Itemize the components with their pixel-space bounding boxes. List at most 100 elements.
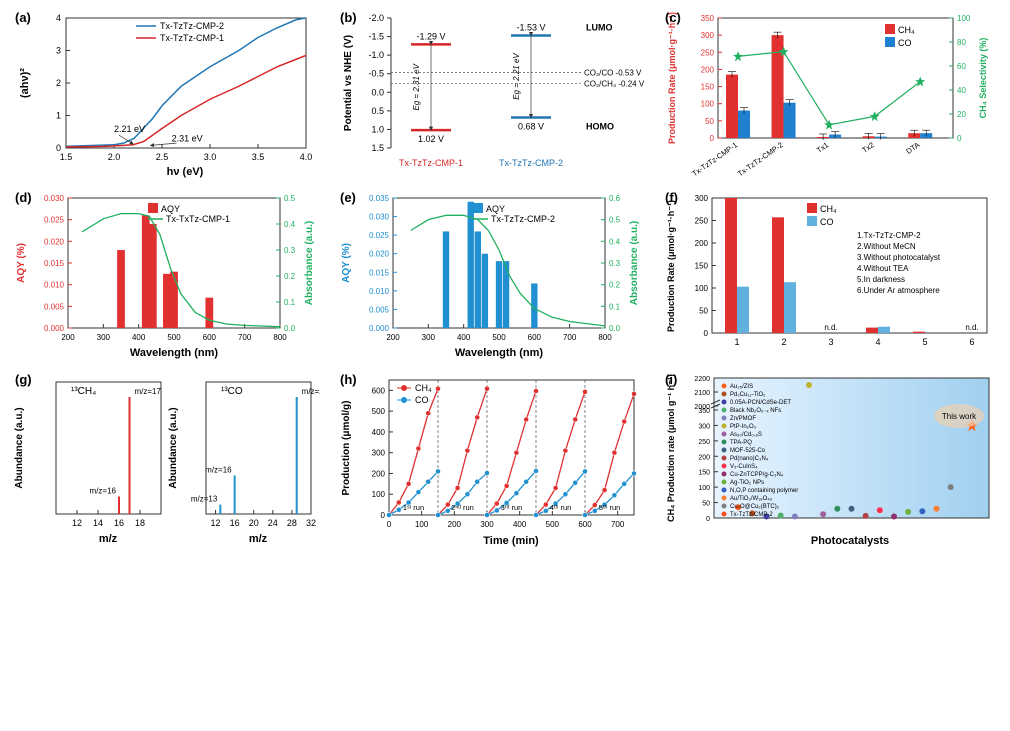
svg-text:2.31 eV: 2.31 eV [172,134,203,144]
svg-text:50: 50 [699,307,708,316]
svg-text:TPA-PQ: TPA-PQ [730,440,752,446]
svg-text:Production Rate (μmol·g⁻¹·h⁻¹): Production Rate (μmol·g⁻¹·h⁻¹) [667,12,677,144]
svg-text:PtP-In₂O₃: PtP-In₂O₃ [730,424,757,430]
svg-text:3.5: 3.5 [252,152,265,162]
svg-text:0.005: 0.005 [369,305,390,314]
svg-text:3.Without photocatalyst: 3.Without photocatalyst [857,253,941,262]
svg-text:m/z=16: m/z=16 [90,486,117,495]
svg-text:300: 300 [422,333,436,342]
svg-text:1: 1 [56,111,61,121]
svg-text:Production (μmol/g): Production (μmol/g) [341,401,352,496]
svg-text:6: 6 [969,337,974,347]
svg-text:1.Tx-TzTz-CMP-2: 1.Tx-TzTz-CMP-2 [857,231,921,240]
svg-text:2: 2 [56,78,61,88]
svg-text:0.3: 0.3 [284,246,296,255]
svg-text:200: 200 [386,333,400,342]
svg-text:0.2: 0.2 [609,281,621,290]
svg-text:50: 50 [702,501,710,508]
svg-text:700: 700 [563,333,577,342]
svg-text:250: 250 [701,48,715,57]
svg-text:Eg = 2.31 eV: Eg = 2.31 eV [412,63,421,110]
svg-text:0.0: 0.0 [371,87,384,97]
svg-text:0.030: 0.030 [44,194,65,203]
svg-text:AQY: AQY [486,204,505,214]
panel-letter-h: (h) [340,372,357,387]
svg-text:Tx-TzTz-CMP-2: Tx-TzTz-CMP-2 [730,512,773,518]
svg-text:100: 100 [372,490,386,499]
svg-text:AQY (%): AQY (%) [16,243,27,283]
svg-text:N,O,P containing polymer: N,O,P containing polymer [730,488,798,494]
svg-text:700: 700 [611,520,625,529]
svg-text:0.015: 0.015 [44,259,65,268]
svg-text:1: 1 [734,337,739,347]
svg-text:400: 400 [132,333,146,342]
svg-text:Abundance (a.u.): Abundance (a.u.) [168,407,179,488]
svg-text:100: 100 [698,485,710,492]
svg-text:0.025: 0.025 [44,216,65,225]
panel-d: (d) 0.0000.0050.0100.0150.0200.0250.0300… [10,188,320,360]
panel-letter-g: (g) [15,372,32,387]
svg-text:2100: 2100 [694,390,710,397]
svg-text:Tx1: Tx1 [815,140,830,155]
svg-text:3ʳᵈ run: 3ʳᵈ run [501,503,523,512]
svg-text:Tx-TzTz-CMP-1: Tx-TzTz-CMP-1 [690,140,739,178]
svg-text:2000: 2000 [694,404,710,411]
svg-text:60: 60 [957,62,966,71]
svg-text:Au/TiO₂/W₁₈O₄₉: Au/TiO₂/W₁₈O₄₉ [730,496,773,502]
svg-text:28: 28 [287,518,297,528]
svg-text:500: 500 [167,333,181,342]
svg-text:5.In darkness: 5.In darkness [857,275,905,284]
svg-text:200: 200 [448,520,462,529]
svg-text:Tx-TzTz-CMP-2: Tx-TzTz-CMP-2 [160,21,224,31]
svg-text:Pd₂Cu₁₂-TiO₂: Pd₂Cu₁₂-TiO₂ [730,392,766,398]
svg-text:m/z=29: m/z=29 [302,387,320,396]
panel-b: (b) -2.0-1.5-1.0-0.50.00.51.01.5 -1.29 V… [335,8,645,178]
svg-text:2200: 2200 [694,376,710,383]
svg-text:CH₄: CH₄ [415,383,432,393]
svg-text:0.1: 0.1 [609,302,621,311]
panel-f: (f) 050100150200250300123456 n.d.n.d. CH… [660,188,1000,360]
svg-text:50: 50 [705,117,714,126]
svg-text:Cu₂O@Cu₂(BTC)₂: Cu₂O@Cu₂(BTC)₂ [730,504,780,510]
svg-text:0.010: 0.010 [44,281,65,290]
svg-text:CO₂/CH₄ -0.24 V: CO₂/CH₄ -0.24 V [584,79,645,88]
svg-text:Zn/PMOF: Zn/PMOF [730,416,756,422]
svg-text:2.5: 2.5 [156,152,169,162]
svg-text:600: 600 [528,333,542,342]
svg-text:6.Under Ar atmosphere: 6.Under Ar atmosphere [857,286,940,295]
svg-text:1ˢᵗ run: 1ˢᵗ run [403,503,424,512]
svg-text:3: 3 [828,337,833,347]
chart-b: -2.0-1.5-1.0-0.50.00.51.01.5 -1.29 V1.02… [335,8,645,178]
svg-text:0.020: 0.020 [369,250,390,259]
svg-text:2: 2 [781,337,786,347]
svg-text:0: 0 [56,143,61,153]
svg-text:HOMO: HOMO [586,122,614,132]
svg-text:2.Without MeCN: 2.Without MeCN [857,242,916,251]
svg-text:600: 600 [372,386,386,395]
svg-text:4.Without TEA: 4.Without TEA [857,264,909,273]
svg-text:0.5: 0.5 [609,216,621,225]
svg-text:¹³CO: ¹³CO [221,386,243,397]
svg-text:Absorbance (a.u.): Absorbance (a.u.) [629,221,640,305]
svg-text:0: 0 [381,511,386,520]
svg-text:-1.29 V: -1.29 V [416,31,445,41]
panel-letter-b: (b) [340,10,357,25]
svg-text:m/z=13: m/z=13 [191,495,218,504]
svg-text:0: 0 [387,520,392,529]
chart-a: 1.52.02.53.03.54.0 01234 Tx-TzTz-CMP-2 T… [10,8,320,178]
svg-text:Tx-TzTz-CMP-2: Tx-TzTz-CMP-2 [491,214,555,224]
panel-letter-e: (e) [340,190,356,205]
svg-text:-1.5: -1.5 [368,32,384,42]
svg-text:Abundance (a.u.): Abundance (a.u.) [14,407,25,488]
svg-text:(ahν)²: (ahν)² [19,68,31,98]
chart-e: 0.0000.0050.0100.0150.0200.0250.0300.035… [335,188,645,360]
panel-g: (g) 12141618 m/z=16m/z=17 ¹³CH₄ 12162024… [10,370,320,548]
svg-text:0.2: 0.2 [284,272,296,281]
svg-text:400: 400 [372,428,386,437]
svg-text:2.0: 2.0 [108,152,121,162]
svg-text:Ag-TiO₂ NPs: Ag-TiO₂ NPs [730,480,764,486]
svg-text:800: 800 [598,333,612,342]
svg-text:1.5: 1.5 [60,152,73,162]
svg-text:-1.53 V: -1.53 V [516,22,545,32]
svg-text:-2.0: -2.0 [368,13,384,23]
